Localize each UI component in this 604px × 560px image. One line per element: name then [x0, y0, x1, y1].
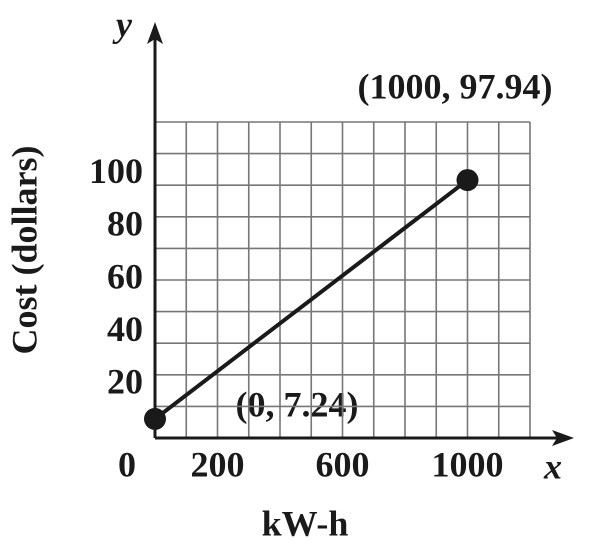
data-point: [144, 407, 166, 430]
y-tick-label: 40: [107, 309, 143, 349]
x-tick-label: 1000: [432, 444, 504, 484]
y-axis-name: y: [112, 4, 133, 44]
annotation: (1000, 97.94): [358, 66, 553, 106]
y-tick-label: 100: [89, 151, 143, 191]
x-axis-label: kW-h: [262, 503, 349, 543]
x-tick-label: 600: [316, 444, 370, 484]
y-axis-arrow: [147, 22, 163, 44]
x-axis-arrow: [552, 430, 574, 446]
x-axis-name: x: [543, 446, 562, 486]
x-tick-label: 200: [191, 444, 245, 484]
y-tick-label: 20: [107, 362, 143, 402]
y-tick-label: 80: [107, 204, 143, 244]
y-axis-label: Cost (dollars): [4, 146, 44, 355]
data-point: [456, 169, 479, 192]
annotation: (0, 7.24): [236, 384, 359, 424]
y-tick-label: 60: [107, 256, 143, 296]
x-tick-label: 0: [118, 444, 136, 484]
data-line: [153, 178, 469, 421]
